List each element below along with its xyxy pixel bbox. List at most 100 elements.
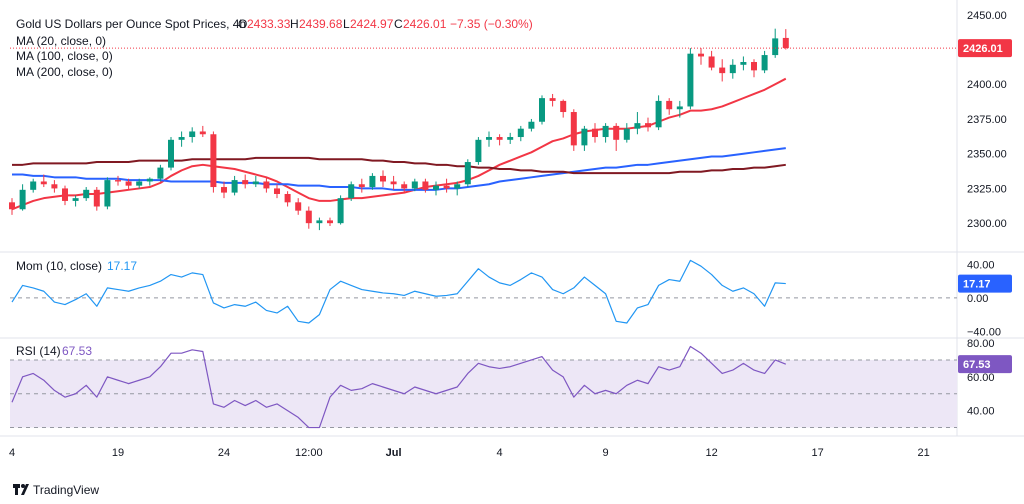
close-value: 2426.01 (403, 17, 447, 31)
high-label: H (290, 17, 299, 31)
candle-body (263, 181, 270, 189)
candle-body (517, 128, 524, 138)
candle-body (284, 193, 291, 203)
candle-body (358, 184, 365, 188)
candle-body (475, 139, 482, 163)
x-tick-label: 4 (497, 447, 503, 459)
price-axis: 2450.002425.002400.002375.002350.002325.… (958, 10, 1012, 418)
tradingview-icon (13, 484, 29, 495)
candle-body (93, 189, 100, 207)
tradingview-logo: TradingView (13, 483, 99, 497)
mom-value: 17.17 (107, 259, 137, 273)
candle-body (274, 188, 280, 194)
open-value: 2433.33 (247, 17, 291, 31)
y-tick-label: 2450.00 (967, 10, 1007, 22)
candle-body (252, 181, 259, 185)
low-value: 2424.97 (350, 17, 394, 31)
candle-body (772, 38, 779, 56)
candle-body (422, 181, 429, 190)
candle-body (83, 189, 90, 199)
candle-body (380, 175, 386, 182)
candle-body (40, 181, 47, 185)
candle-body (655, 100, 662, 128)
x-tick-label: 24 (218, 447, 230, 459)
moving-averages (11, 77, 787, 211)
candle-body (146, 178, 153, 182)
candle-body (761, 55, 768, 71)
open-label: O (238, 17, 247, 31)
candle-body (740, 62, 747, 65)
brand-name: TradingView (33, 483, 99, 497)
rsi-label: RSI (14) (16, 344, 61, 358)
candle-body (62, 188, 68, 201)
mom-legend: Mom (10, close) 17.17 (16, 259, 137, 273)
candle-body (411, 181, 418, 189)
candle-body (199, 131, 206, 135)
y-tick-label: 80.00 (967, 338, 995, 350)
y-tick-label: 2400.00 (967, 79, 1007, 91)
y-tick-label: 40.00 (967, 406, 995, 418)
close-label: C (394, 17, 403, 31)
rsi-line (11, 345, 787, 429)
last-price-badge-text: 2426.01 (963, 43, 1003, 55)
x-tick-label: Jul (386, 447, 402, 459)
candle-body (496, 137, 503, 140)
x-tick-label: 21 (917, 447, 929, 459)
ma200-line (12, 156, 786, 175)
y-tick-label: 2300.00 (967, 218, 1007, 230)
ma200-legend: MA (200, close, 0) (16, 65, 113, 79)
candle-body (295, 202, 302, 211)
x-tick-label: 19 (112, 447, 124, 459)
candle-body (221, 187, 227, 193)
rsi-legend: RSI (14) 67.53 (16, 344, 92, 358)
candle-body (178, 137, 185, 140)
time-axis: 4 19 24 12:00 Jul 4 9 12 17 21 (9, 447, 930, 459)
candle-body (539, 98, 545, 122)
candle-body (210, 134, 217, 188)
candle-body (528, 121, 535, 129)
candle-body (623, 128, 630, 140)
candle-body (592, 128, 598, 138)
candle-body (507, 137, 514, 140)
candle-body (708, 56, 715, 68)
candle-body (337, 198, 344, 224)
chart-legend: Gold US Dollars per Ounce Spot Prices, 4… (16, 17, 533, 79)
candle-body (316, 220, 323, 224)
y-tick-label: 2325.00 (967, 183, 1007, 195)
low-label: L (343, 17, 350, 31)
x-tick-label: 12 (705, 447, 717, 459)
candle-body (327, 220, 333, 224)
candle-body (157, 167, 164, 179)
mom-value-badge-text: 17.17 (963, 279, 991, 291)
candle-body (242, 180, 249, 185)
rsi-value-badge-text: 67.53 (963, 359, 991, 371)
candle-body (433, 185, 439, 190)
candle-body (390, 181, 397, 185)
candle-body (634, 123, 641, 129)
candle-body (51, 184, 58, 189)
candle-body (305, 210, 312, 224)
candle-body (348, 184, 355, 199)
candle-body (19, 189, 26, 210)
candle-body (401, 184, 408, 189)
candle-body (570, 112, 577, 146)
candle-body (666, 100, 673, 110)
x-tick-label: 9 (603, 447, 609, 459)
y-tick-label: −40.00 (967, 326, 1001, 338)
candlesticks (9, 28, 957, 231)
high-value: 2439.68 (299, 17, 343, 31)
x-tick-label: 12:00 (295, 447, 323, 459)
ma100-line (12, 147, 786, 191)
y-tick-label: 40.00 (967, 260, 995, 272)
candle-body (9, 202, 15, 210)
candle-body (443, 185, 450, 189)
x-tick-label: 4 (9, 447, 15, 459)
candle-body (782, 37, 789, 49)
rsi-value: 67.53 (62, 344, 92, 358)
candle-body (581, 128, 588, 146)
candle-body (549, 98, 556, 101)
candle-body (719, 67, 726, 74)
y-tick-label: 2375.00 (967, 114, 1007, 126)
mom-line (11, 259, 786, 324)
